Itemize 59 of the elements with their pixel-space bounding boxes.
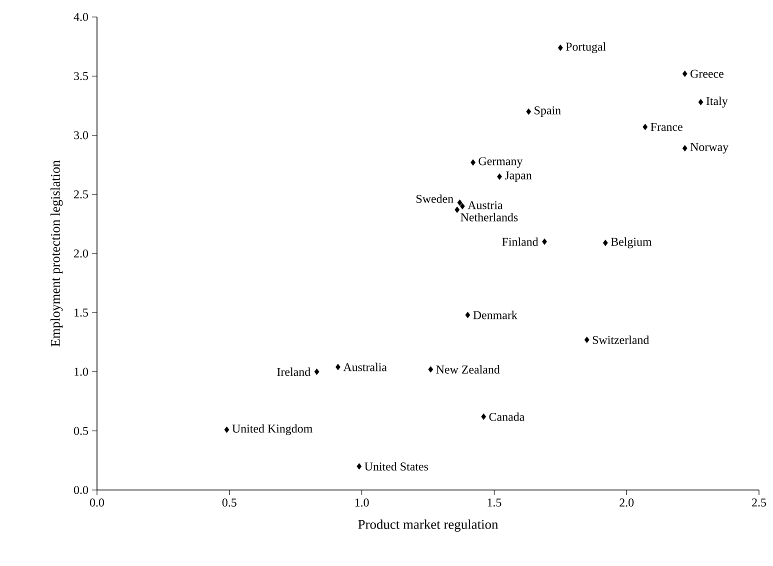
y-tick-label: 1.0 [74,368,88,376]
point [336,364,340,370]
annotation: Portugal [566,42,606,54]
annotation: Denmark [473,310,518,320]
x-tick-label: 0.0 [90,498,104,507]
point [682,145,688,152]
point [314,368,320,375]
y-tick-label: 1.5 [74,308,88,317]
annotation: United Kingdom [232,424,312,436]
annotation: Spain [534,106,561,117]
y-tick-label: 4.0 [74,12,88,22]
annotation: Australia [343,362,387,372]
annotation: Japan [504,171,532,182]
x-tick-label: 0.5 [222,498,236,507]
point [698,98,704,106]
annotation: Ireland [277,368,310,376]
x-tick-label: 2.0 [620,498,634,507]
x-tick-label: 1.5 [488,498,502,507]
y-axis-title: Employment protection legislation [50,160,63,346]
annotation: Germany [478,157,523,168]
annotation: France [650,123,682,131]
point [460,203,465,210]
annotation: Canada [489,412,524,421]
point [465,312,470,318]
annotation: New Zealand [436,365,500,374]
point [584,336,590,344]
point [642,124,648,130]
point [558,44,563,51]
annotation: Switzerland [592,336,650,344]
point [526,108,532,115]
annotation: Norway [690,143,729,154]
annotation: Belgium [610,237,652,248]
point [470,159,476,166]
annotation: Austria [468,201,503,210]
y-tick-label: 0.0 [74,486,88,494]
annotation: Netherlands [460,212,518,222]
y-tick-label: 3.0 [74,131,88,140]
y-tick-label: 3.5 [74,72,88,80]
annotation: Greece [690,70,724,78]
annotation: Italy [706,96,728,108]
point [682,70,688,77]
point [497,173,502,180]
x-axis-title: Product market regulation [358,519,498,532]
point [454,206,460,213]
y-tick-label: 0.5 [74,426,88,435]
point [602,240,608,246]
y-tick-label: 2.0 [74,249,88,258]
annotation: United States [364,462,428,471]
annotation: Finland [502,237,538,246]
point [542,238,547,245]
x-tick-label: 2.5 [752,498,766,507]
point [457,199,462,206]
point [481,413,486,420]
y-tick-label: 2.5 [74,190,88,198]
annotation: Sweden [416,194,454,203]
x-tick-label: 1.0 [355,498,369,507]
point [428,366,434,373]
point [356,463,362,470]
point [224,426,230,433]
